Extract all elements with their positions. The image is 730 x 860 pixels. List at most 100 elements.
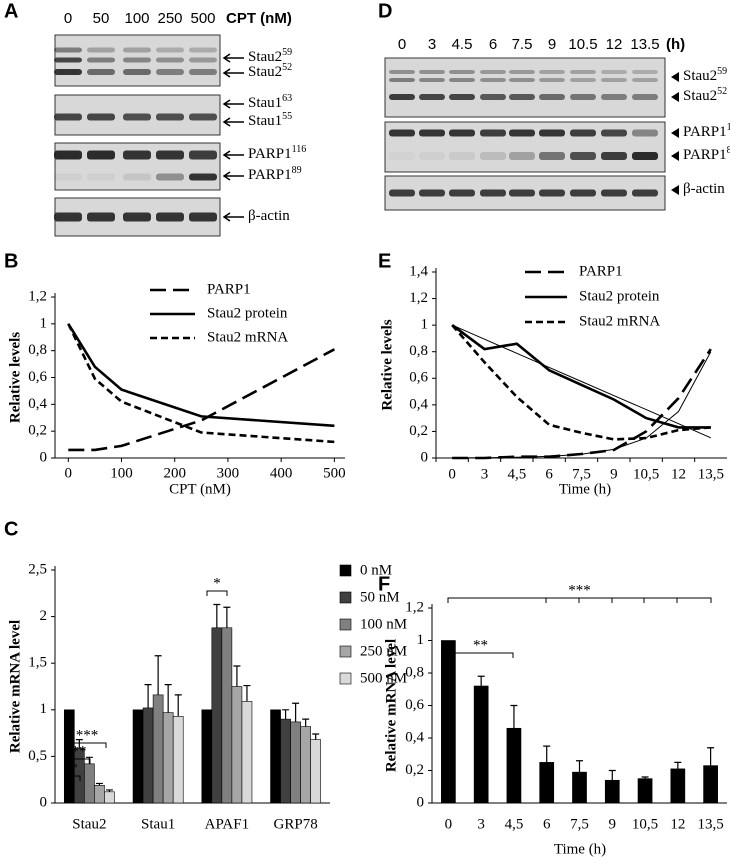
arrow [222, 212, 244, 222]
blot-band [449, 189, 475, 197]
y-tick-label: 1,5 [28, 655, 47, 671]
significance-label: ** [72, 743, 87, 759]
blot-band [189, 47, 217, 53]
bar [506, 727, 522, 804]
blot-band [189, 173, 217, 181]
arrowhead [671, 72, 679, 82]
blot-band [123, 150, 151, 160]
blot-band [389, 129, 415, 137]
blot-band [419, 78, 445, 82]
x-axis-title: Time (h) [559, 481, 611, 497]
blot-band [419, 129, 445, 137]
bar [211, 627, 223, 804]
blot-band [156, 113, 184, 121]
x-tick-label: 10,5 [632, 816, 658, 832]
x-tick-label: 9 [609, 816, 617, 832]
blot-band [54, 69, 82, 75]
error-bar [282, 709, 290, 720]
blot-band [54, 212, 82, 222]
x-tick-label: 12 [670, 816, 685, 832]
blot-band [87, 57, 115, 63]
blot-band [601, 152, 627, 160]
significance-label: *** [568, 582, 591, 598]
blot-band [539, 129, 565, 137]
x-tick-label: Stau2 [72, 816, 106, 832]
band-name: Stau2 [683, 68, 717, 84]
blot-band [632, 152, 658, 160]
legend-label: Stau2 mRNA [207, 329, 288, 345]
band-label: PARP189 [248, 165, 302, 184]
lane-unit: (h) [666, 36, 685, 53]
lane-label: 9 [548, 36, 556, 53]
band-name: Stau2 [248, 49, 282, 65]
y-tick-label: 0,4 [409, 396, 428, 412]
blot-band [156, 69, 184, 75]
lane-label: 3 [428, 36, 436, 53]
y-axis-title: Relative levels [7, 332, 23, 423]
panel-letter: E [378, 250, 391, 272]
legend-label: 100 nM [360, 616, 407, 632]
blot-band [123, 113, 151, 121]
band-label: Stau252 [248, 62, 292, 81]
band-name: PARP1 [683, 147, 727, 163]
x-tick-label: GRP78 [274, 816, 318, 832]
bar [300, 726, 311, 804]
lane-label: 13.5 [630, 36, 659, 53]
significance-bracket [206, 590, 228, 596]
band-label: Stau259 [683, 66, 727, 85]
x-tick-label: Stau1 [141, 816, 175, 832]
blot-band [449, 94, 475, 100]
blot-band [570, 152, 596, 160]
band-name: Stau2 [683, 88, 717, 104]
band-name: Stau1 [248, 95, 282, 111]
band-label: Stau163 [248, 93, 292, 112]
panel-letter: F [378, 573, 390, 595]
legend-label: PARP1 [579, 263, 623, 279]
arrowhead [671, 185, 679, 195]
lane-label: 50 [93, 10, 110, 27]
blot-band [449, 78, 475, 82]
error-bar [707, 747, 715, 766]
error-bar [292, 702, 300, 722]
significance-bracket [447, 652, 514, 658]
legend-label: 500 nM [360, 670, 407, 686]
significance-bracket [67, 742, 107, 748]
error-bar [302, 718, 310, 727]
y-tick-label: 1,2 [28, 288, 47, 304]
y-tick-label: 1 [417, 632, 425, 648]
significance-label: *** [76, 727, 99, 743]
band-superscript: 89 [727, 145, 730, 156]
significance-label: * [70, 760, 78, 776]
lane-label: 0 [64, 10, 72, 27]
blot-band [189, 150, 217, 160]
arrow [222, 68, 244, 78]
band-name: Stau2 [248, 64, 282, 80]
error-bar [174, 694, 182, 717]
blot-band [123, 212, 151, 222]
lane-label: 250 [157, 10, 182, 27]
blot-band [419, 189, 445, 197]
blot-band [480, 129, 506, 137]
bar [152, 694, 164, 804]
blot-band [480, 189, 506, 197]
x-tick-label: 9 [610, 466, 618, 482]
x-tick-label: 0 [445, 816, 453, 832]
error-bar [75, 739, 83, 749]
x-tick-label: 13,5 [697, 816, 723, 832]
blot-band [54, 47, 82, 53]
blot-band [123, 57, 151, 63]
blot-band [601, 78, 627, 82]
band-name: Stau1 [248, 113, 282, 129]
panel-letter: A [4, 0, 18, 22]
error-bar [312, 733, 320, 740]
y-tick-label: 1 [421, 317, 429, 333]
blot-band [539, 94, 565, 100]
error-bar [144, 684, 152, 708]
blot-band [389, 78, 415, 82]
band-name: β-actin [683, 181, 725, 197]
panel-letter: C [4, 518, 18, 540]
blot-band [570, 94, 596, 100]
bar [441, 640, 456, 804]
blot-band [189, 69, 217, 75]
